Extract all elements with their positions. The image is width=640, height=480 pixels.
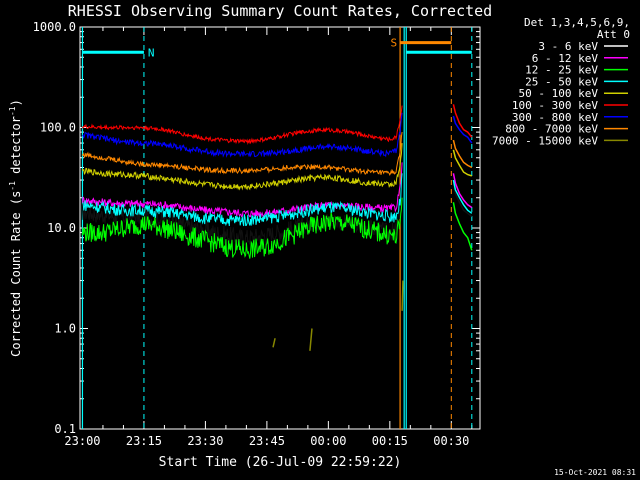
series-line-2 — [82, 197, 403, 259]
annotation-label-0: N — [148, 46, 155, 59]
legend-entry-3: 25 - 50 keV — [525, 75, 598, 88]
x-tick-label-3: 23:45 — [249, 434, 285, 448]
annotation-label-1: S — [390, 37, 397, 50]
series-post-gap-1 — [452, 173, 473, 209]
series-segment-8-0 — [272, 338, 276, 348]
y-tick-label-1: 1.0 — [54, 322, 76, 336]
y-tick-label-4: 1000.0 — [33, 20, 76, 34]
vertical-markers — [81, 27, 473, 429]
y-axis-label: Corrected Count Rate (s-1 detector-1) — [8, 99, 23, 357]
y-tick-label-2: 10.0 — [47, 221, 76, 235]
legend-entry-1: 6 - 12 keV — [532, 52, 599, 65]
series-line-3 — [82, 173, 403, 227]
x-tick-label-5: 00:15 — [372, 434, 408, 448]
legend-entry-5: 100 - 300 keV — [512, 99, 598, 112]
x-tick-label-1: 23:15 — [126, 434, 162, 448]
y-axis-label-end: ) — [9, 99, 23, 106]
series-post-gap-4 — [452, 149, 473, 177]
x-tick-label-2: 23:30 — [187, 434, 223, 448]
series-lines — [81, 104, 473, 351]
legend-header-1: Det 1,3,4,5,6,9, — [524, 16, 630, 29]
legend-entry-2: 12 - 25 keV — [525, 64, 598, 77]
series-line-0 — [82, 179, 403, 246]
y-axis-label-sup2: -1 — [8, 106, 17, 116]
plot-frame — [79, 26, 481, 430]
series-line-4 — [82, 143, 403, 191]
y-tick-label-0: 0.1 — [54, 422, 76, 436]
x-tick-label-4: 00:00 — [310, 434, 346, 448]
series-line-7 — [82, 132, 403, 177]
legend-entry-0: 3 - 6 keV — [538, 40, 598, 53]
series-post-gap-0 — [452, 182, 473, 218]
footer-date: 15-Oct-2021 08:31 — [554, 468, 636, 477]
series-post-gap-5 — [452, 104, 473, 138]
series-post-gap-2 — [452, 202, 473, 251]
series-segment-8-4 — [401, 280, 404, 311]
legend-header-2: Att 0 — [597, 28, 630, 41]
legend-entry-4: 50 - 100 keV — [519, 87, 599, 100]
y-axis-label-sup1: -1 — [8, 181, 17, 191]
y-axis-label-main: Corrected Count Rate (s — [9, 191, 23, 357]
series-post-gap-3 — [452, 179, 473, 214]
axis-ticks: 23:00 23:15 23:30 23:45 00:00 00:15 00:30 0.1 1.… — [33, 20, 480, 448]
legend-entry-7: 800 - 7000 keV — [505, 123, 598, 136]
y-axis-label-mid: detector — [9, 116, 23, 181]
annotation-bars: NS — [82, 37, 472, 59]
legend-entry-6: 300 - 800 keV — [512, 111, 598, 124]
y-tick-label-3: 100.0 — [40, 121, 76, 135]
x-tick-label-0: 23:00 — [64, 434, 100, 448]
x-tick-label-6: 00:30 — [433, 434, 469, 448]
series-segment-8-2 — [309, 328, 313, 351]
series-post-gap-7 — [452, 139, 473, 169]
series-line-6 — [82, 112, 403, 158]
x-axis-label: Start Time (26-Jul-09 22:59:22) — [159, 455, 402, 470]
series-post-gap-6 — [452, 115, 473, 144]
chart-title: RHESSI Observing Summary Count Rates, Co… — [68, 2, 492, 20]
legend-entry-8: 7000 - 15000 keV — [492, 134, 598, 147]
series-line-5 — [82, 105, 403, 145]
